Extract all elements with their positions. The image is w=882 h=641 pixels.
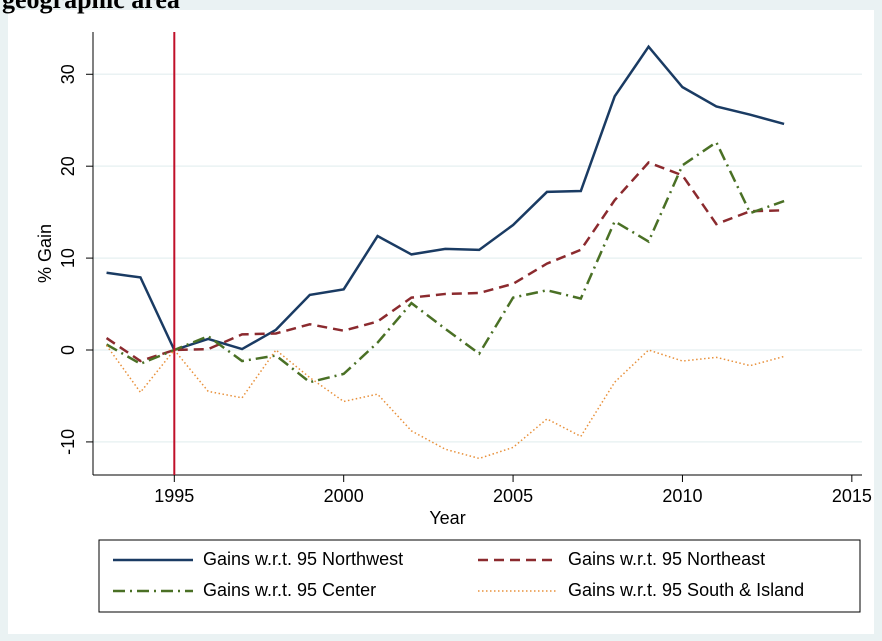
series-line bbox=[106, 44, 785, 352]
legend-label: Gains w.r.t. 95 South & Island bbox=[568, 580, 804, 600]
chart-title: geographic area bbox=[2, 0, 180, 14]
x-tick-label: 2015 bbox=[832, 486, 872, 506]
y-tick-label: 20 bbox=[58, 156, 78, 176]
legend-label: Gains w.r.t. 95 Northwest bbox=[203, 549, 403, 569]
y-tick-label: -10 bbox=[58, 429, 78, 455]
y-tick-label: 30 bbox=[58, 64, 78, 84]
y-tick-label: 10 bbox=[58, 248, 78, 268]
x-tick-label: 2010 bbox=[662, 486, 702, 506]
y-tick-label: 0 bbox=[58, 345, 78, 355]
series-line bbox=[105, 140, 785, 384]
series-line bbox=[105, 161, 785, 363]
x-tick-label: 2005 bbox=[493, 486, 533, 506]
legend-label: Gains w.r.t. 95 Center bbox=[203, 580, 376, 600]
y-axis-label: % Gain bbox=[35, 224, 55, 283]
x-tick-label: 2000 bbox=[324, 486, 364, 506]
x-axis-label: Year bbox=[429, 508, 465, 528]
panel bbox=[8, 10, 874, 634]
legend-box bbox=[98, 539, 861, 613]
legend-label: Gains w.r.t. 95 Northeast bbox=[568, 549, 765, 569]
series-line bbox=[105, 344, 785, 460]
x-tick-label: 1995 bbox=[154, 486, 194, 506]
